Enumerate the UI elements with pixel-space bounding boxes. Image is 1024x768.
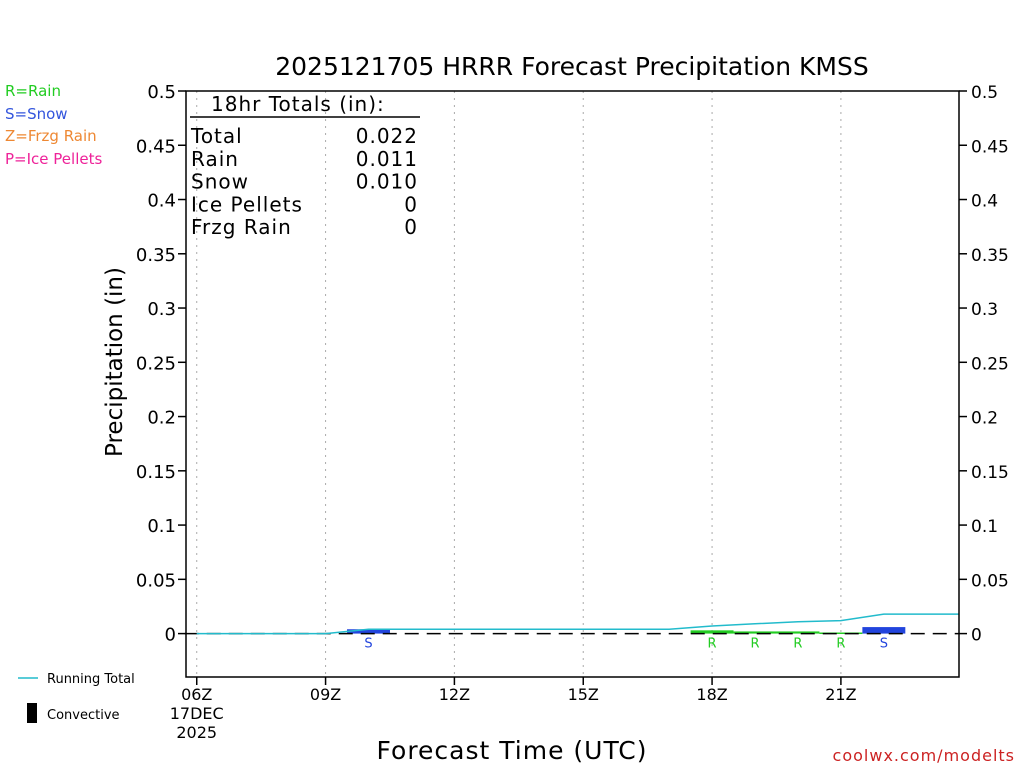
y-tick-label-right-0: 0 <box>971 626 982 646</box>
totals-value-snow: 0.010 <box>356 170 418 194</box>
x-tick-date: 17DEC <box>170 704 224 723</box>
totals-label-total: Total <box>190 124 243 148</box>
y-tick-label-left-1: 0.05 <box>136 570 176 591</box>
y-tick-label-left-6: 0.3 <box>147 299 176 320</box>
bar-type-letter-1: R <box>708 637 717 652</box>
bar-type-letter-4: R <box>836 637 845 652</box>
x-tick-label-15z: 15Z <box>568 685 599 704</box>
y-tick-label-left-3: 0.15 <box>136 462 176 483</box>
totals-value-total: 0.022 <box>356 124 418 148</box>
chart-title: 2025121705 HRRR Forecast Precipitation K… <box>275 52 869 81</box>
y-tick-label-right-9: 0.45 <box>971 137 1009 157</box>
x-tick-label-12z: 12Z <box>439 685 470 704</box>
convective-legend-label: Convective <box>47 708 120 723</box>
y-tick-label-left-9: 0.45 <box>136 136 176 157</box>
watermark: coolwx.com/modelts <box>833 746 1015 765</box>
line-legend: Running Total Convective <box>18 672 135 723</box>
bar-2 <box>733 631 777 634</box>
bar-5 <box>862 627 906 634</box>
y-tick-label-left-10: 0.5 <box>147 82 176 103</box>
y-tick-label-right-6: 0.3 <box>971 300 998 320</box>
axis-ticks: 0 00.05 0.050.1 0.10.15 0.150.2 0.20.25 0.250.… <box>136 82 1009 742</box>
bar-4 <box>819 632 863 635</box>
y-tick-label-left-8: 0.4 <box>147 191 176 212</box>
running-total-legend-label: Running Total <box>47 672 135 687</box>
bar-type-letter-3: R <box>793 637 802 652</box>
bar-0 <box>347 629 390 634</box>
bar-type-letter-5: S <box>880 637 888 652</box>
y-tick-label-right-2: 0.1 <box>971 517 998 537</box>
legend-snow: S=Snow <box>5 105 68 123</box>
bar-3 <box>776 631 820 634</box>
running-total-line <box>196 613 959 635</box>
totals-heading: 18hr Totals (in): <box>211 92 385 116</box>
bar-type-letter-0: S <box>364 637 372 652</box>
y-tick-label-right-8: 0.4 <box>971 192 998 212</box>
legend-frzg-rain: Z=Frzg Rain <box>5 127 97 145</box>
totals-value-rain: 0.011 <box>356 147 418 171</box>
y-axis-label: Precipitation (in) <box>102 267 128 457</box>
totals-label-frzg-rain: Frzg Rain <box>191 215 292 239</box>
totals-value-frzg-rain: 0 <box>404 215 418 239</box>
y-tick-label-right-4: 0.2 <box>971 409 998 429</box>
y-tick-label-left-7: 0.35 <box>136 245 176 266</box>
x-tick-year: 2025 <box>176 723 217 742</box>
legend-rain: R=Rain <box>5 82 61 100</box>
convective-legend-swatch <box>27 703 37 723</box>
bars <box>347 627 906 635</box>
y-tick-label-left-2: 0.1 <box>147 516 176 537</box>
x-axis-label: Forecast Time (UTC) <box>377 736 648 765</box>
y-tick-label-right-7: 0.35 <box>971 246 1009 266</box>
ptype-legend: R=Rain S=Snow Z=Frzg Rain P=Ice Pellets <box>5 82 102 168</box>
bar-1 <box>690 630 734 634</box>
legend-ice-pellets: P=Ice Pellets <box>5 150 102 168</box>
totals-rows: Total 0.022 Rain 0.011 Snow 0.010 Ice Pellets 0… <box>190 124 418 239</box>
plot-frame <box>185 90 960 678</box>
totals-label-rain: Rain <box>191 147 239 171</box>
y-tick-label-left-5: 0.25 <box>136 353 176 374</box>
x-tick-label-06z: 06Z <box>181 685 212 704</box>
y-tick-label-right-5: 0.25 <box>971 354 1009 374</box>
y-tick-label-right-10: 0.5 <box>971 83 998 103</box>
totals-label-ice-pellets: Ice Pellets <box>191 192 303 216</box>
y-tick-label-right-3: 0.15 <box>971 463 1009 483</box>
grid <box>196 91 842 677</box>
y-tick-label-left-0: 0 <box>165 625 176 646</box>
y-tick-label-left-4: 0.2 <box>147 408 176 429</box>
x-tick-label-21z: 21Z <box>825 685 856 704</box>
x-tick-label-09z: 09Z <box>310 685 341 704</box>
x-tick-label-18z: 18Z <box>696 685 727 704</box>
totals-label-snow: Snow <box>191 170 249 194</box>
totals-box: 18hr Totals (in): Total 0.022 Rain 0.011 Sno… <box>190 92 420 239</box>
bar-type-letter-2: R <box>750 637 759 652</box>
y-tick-label-right-1: 0.05 <box>971 571 1009 591</box>
totals-value-ice-pellets: 0 <box>404 192 418 216</box>
